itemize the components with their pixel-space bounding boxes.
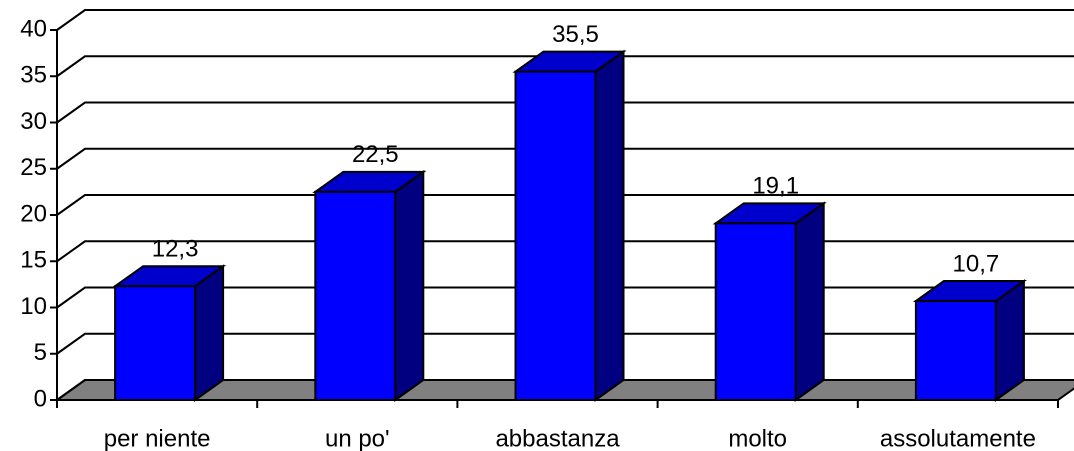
value-label: 19,1 [752, 173, 799, 200]
bar [914, 300, 997, 401]
value-label: 12,3 [152, 236, 199, 263]
x-tick-label: per niente [104, 425, 211, 451]
y-tick-label: 10 [20, 293, 47, 320]
y-tick-label: 30 [20, 108, 47, 135]
grid-line [56, 9, 1074, 31]
y-tick-label: 20 [20, 200, 47, 227]
value-label: 22,5 [352, 141, 399, 168]
bar [314, 190, 397, 401]
x-tick-label: un po' [325, 425, 390, 451]
bar [714, 222, 797, 401]
y-tick-label: 0 [34, 385, 47, 412]
bar-side [394, 169, 425, 402]
grid-line [56, 194, 1074, 216]
grid-line [56, 55, 1074, 78]
x-tick-label: molto [728, 425, 787, 451]
bar-side [594, 49, 625, 402]
value-label: 10,7 [953, 250, 1000, 277]
y-tick-label: 25 [20, 154, 47, 181]
x-tick-label: abbastanza [495, 425, 620, 451]
value-label: 35,5 [552, 21, 599, 48]
y-tick-label: 15 [20, 247, 47, 274]
bar-side [794, 201, 825, 402]
x-tick-label: assolutamente [880, 425, 1036, 451]
y-tick-label: 35 [20, 62, 47, 89]
y-tick-label: 5 [34, 339, 47, 366]
grid-line [56, 147, 1074, 170]
bar [114, 285, 197, 402]
bar [514, 70, 597, 401]
bar-side [194, 264, 225, 402]
y-tick-label: 40 [20, 15, 47, 42]
grid-line [56, 101, 1074, 124]
